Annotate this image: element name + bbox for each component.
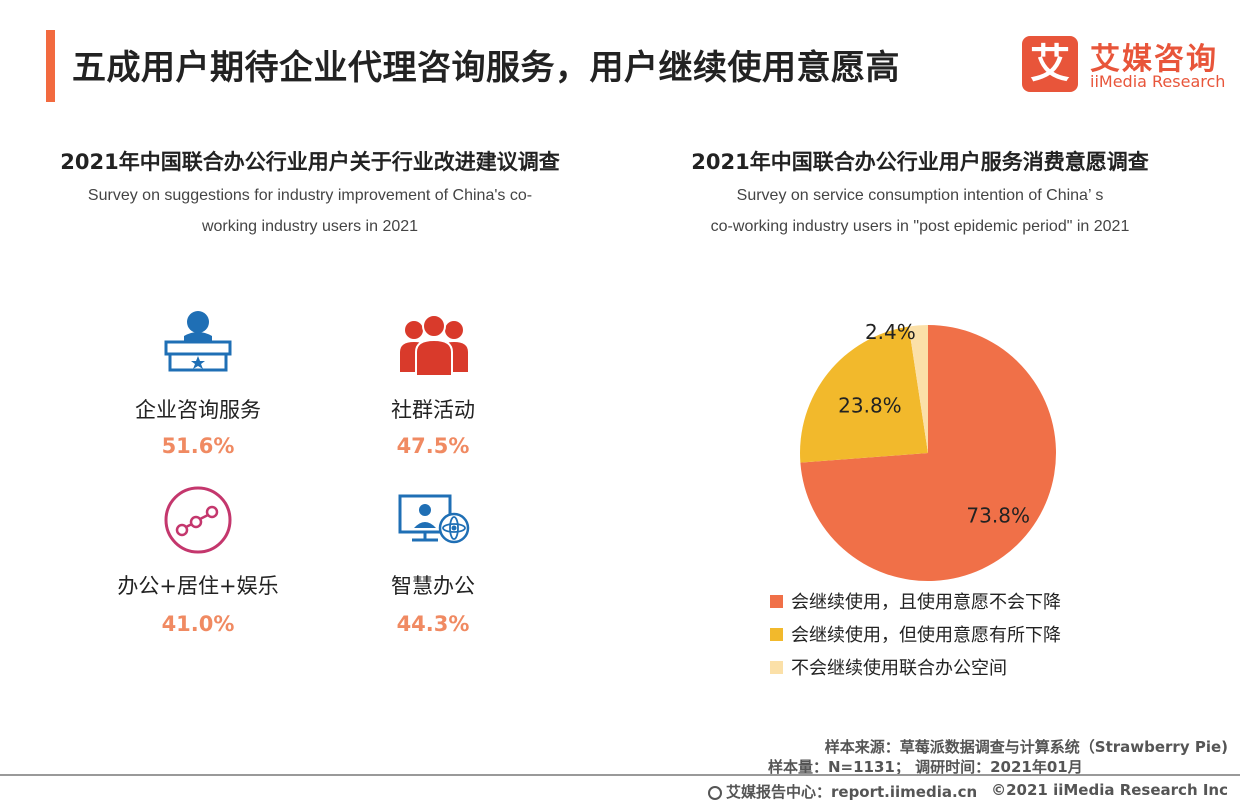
legend-item-1: 会继续使用，且使用意愿不会下降 xyxy=(770,588,1061,614)
footer-divider xyxy=(0,774,1240,776)
right-section-subtitle-2: co-working industry users in "post epide… xyxy=(710,218,1130,235)
lifestyle-icon xyxy=(164,486,232,554)
title-accent-bar xyxy=(46,30,55,102)
item-value-smart-office: 44.3% xyxy=(396,612,470,636)
item-label-community: 社群活动 xyxy=(391,398,475,422)
legend-item-3: 不会继续使用联合办公空间 xyxy=(770,654,1007,680)
item-label-smart-office: 智慧办公 xyxy=(391,574,475,598)
logo-text-en: iiMedia Research xyxy=(1090,72,1226,91)
pie-slice-1 xyxy=(800,325,1056,581)
item-value-consulting: 51.6% xyxy=(161,434,235,458)
legend-swatch-1 xyxy=(770,594,783,608)
legend-item-2: 会继续使用，但使用意愿有所下降 xyxy=(770,621,1061,647)
legend-label-2: 会继续使用，但使用意愿有所下降 xyxy=(791,625,1061,646)
smart-office-icon xyxy=(398,494,470,544)
left-section-title: 2021年中国联合办公行业用户关于行业改进建议调查 xyxy=(60,150,560,174)
legend-swatch-3 xyxy=(770,660,783,674)
legend-label-1: 会继续使用，且使用意愿不会下降 xyxy=(791,592,1061,613)
item-label-lifestyle: 办公+居住+娱乐 xyxy=(117,574,279,598)
footer-source: 样本来源：草莓派数据调查与计算系统（Strawberry Pie) xyxy=(824,738,1228,756)
pie-label-1: 73.8% xyxy=(966,503,1030,527)
legend-label-3: 不会继续使用联合办公空间 xyxy=(791,658,1007,679)
footer-sample: 样本量：N=1131； 调研时间：2021年01月 xyxy=(768,758,1083,776)
footer-site-text: 艾媒报告中心：report.iimedia.cn xyxy=(726,783,978,801)
item-value-lifestyle: 41.0% xyxy=(161,612,235,636)
logo-text-cn: 艾媒咨询 xyxy=(1090,42,1218,77)
right-section-title: 2021年中国联合办公行业用户服务消费意愿调查 xyxy=(691,150,1149,174)
pie-chart: 73.8% 23.8% 2.4% xyxy=(800,320,1056,581)
right-section-subtitle-1: Survey on service consumption intention … xyxy=(736,187,1104,204)
pie-slice-2 xyxy=(800,326,928,463)
community-icon xyxy=(400,314,468,377)
pie-label-3: 2.4% xyxy=(865,320,916,344)
item-value-community: 47.5% xyxy=(396,434,470,458)
consultant-icon xyxy=(164,311,232,372)
page-title: 五成用户期待企业代理咨询服务，用户继续使用意愿高 xyxy=(72,48,900,88)
footer-site: 艾媒报告中心：report.iimedia.cn xyxy=(708,781,977,802)
footer-copyright: ©2021 iiMedia Research Inc xyxy=(991,781,1228,799)
item-label-consulting: 企业咨询服务 xyxy=(135,398,261,422)
pie-label-2: 23.8% xyxy=(838,393,902,417)
globe-icon xyxy=(708,785,722,800)
logo-mark: 艾 xyxy=(1022,36,1078,92)
left-section-subtitle-1: Survey on suggestions for industry impro… xyxy=(87,187,533,204)
left-section-subtitle-2: working industry users in 2021 xyxy=(201,218,419,235)
legend-swatch-2 xyxy=(770,627,783,641)
pie-slice-3 xyxy=(908,325,928,453)
